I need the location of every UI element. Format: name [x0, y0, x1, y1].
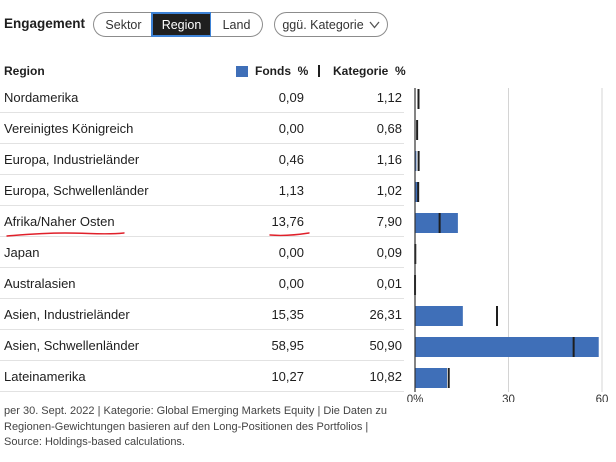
fonds-value: 58,95	[271, 338, 304, 353]
fonds-bar	[415, 151, 417, 171]
row-divider	[0, 329, 404, 330]
chevron-down-icon	[369, 21, 380, 29]
table-row: Europa, Industrieländer 0,46 1,16	[0, 144, 616, 175]
region-name: Asien, Schwellenländer	[4, 338, 140, 353]
region-table: Nordamerika 0,09 1,12 Vereinigtes Königreic…	[0, 82, 616, 392]
fonds-bar	[415, 213, 458, 233]
x-tick-label: 60	[596, 394, 609, 402]
legend-swatch-kategorie	[318, 65, 320, 77]
row-divider	[0, 174, 404, 175]
table-row: Australasien 0,00 0,01	[0, 268, 616, 299]
table-row: Afrika/Naher Osten 13,76 7,90	[0, 206, 616, 237]
tab-region[interactable]: Region	[151, 12, 212, 37]
region-name: Japan	[4, 245, 40, 260]
toolbar: Engagement Sektor Region Land ggü. Kateg…	[0, 0, 616, 50]
region-name: Europa, Industrieländer	[4, 152, 140, 167]
fonds-value: 13,76	[271, 214, 304, 229]
kategorie-value: 1,16	[376, 152, 402, 167]
row-divider	[0, 267, 404, 268]
category-dropdown[interactable]: ggü. Kategorie	[274, 12, 388, 37]
kategorie-value: 1,02	[376, 183, 402, 198]
fonds-bar	[415, 182, 419, 202]
x-tick-label: 30	[502, 394, 515, 402]
exposure-bar-chart: 0% 30 60	[407, 88, 609, 402]
kategorie-value: 10,82	[369, 369, 402, 384]
column-header-fonds: Fonds %	[236, 60, 308, 82]
row-divider	[0, 298, 404, 299]
region-name: Europa, Schwellenländer	[4, 183, 149, 198]
region-name: Vereinigtes Königreich	[4, 121, 134, 136]
column-header-kategorie: Kategorie %	[318, 60, 406, 82]
kategorie-value: 50,90	[369, 338, 402, 353]
region-name: Lateinamerika	[4, 369, 86, 384]
table-row: Asien, Schwellenländer 58,95 50,90	[0, 330, 616, 361]
legend-label-kategorie: Kategorie %	[333, 64, 406, 78]
row-divider	[0, 236, 404, 237]
table-row: Asien, Industrieländer 15,35 26,31	[0, 299, 616, 330]
kategorie-value: 0,01	[376, 276, 402, 291]
row-divider	[0, 143, 404, 144]
fonds-value: 0,00	[278, 276, 304, 291]
table-row: Vereinigtes Königreich 0,00 0,68	[0, 113, 616, 144]
region-name: Australasien	[4, 276, 76, 291]
tab-land[interactable]: Land	[211, 12, 263, 37]
kategorie-value: 0,68	[376, 121, 402, 136]
kategorie-value: 0,09	[376, 245, 402, 260]
fonds-value: 0,00	[278, 245, 304, 260]
footnote-line: Regionen-Gewichtungen basieren auf den L…	[4, 420, 369, 433]
row-divider	[0, 360, 404, 361]
kategorie-value: 7,90	[376, 214, 402, 229]
region-name: Afrika/Naher Osten	[4, 214, 115, 229]
kategorie-value: 26,31	[369, 307, 402, 322]
fonds-value: 0,09	[278, 90, 304, 105]
fonds-value: 10,27	[271, 369, 304, 384]
footnote-line: Source: Holdings-based calculations.	[4, 436, 185, 448]
row-divider	[0, 112, 404, 113]
row-divider	[0, 391, 404, 392]
fonds-value: 0,00	[278, 121, 304, 136]
footnote: per 30. Sept. 2022 | Kategorie: Global E…	[4, 404, 394, 451]
fonds-value: 15,35	[271, 307, 304, 322]
region-name: Nordamerika	[4, 90, 79, 105]
tab-sektor[interactable]: Sektor	[93, 12, 153, 37]
fonds-bar	[415, 306, 463, 326]
table-row: Japan 0,00 0,09	[0, 237, 616, 268]
column-header-region: Region	[4, 64, 45, 78]
region-name: Asien, Industrieländer	[4, 307, 130, 322]
fonds-bar	[415, 368, 448, 388]
kategorie-value: 1,12	[376, 90, 402, 105]
row-divider	[0, 205, 404, 206]
fonds-value: 0,46	[278, 152, 304, 167]
footnote-line: per 30. Sept. 2022 | Kategorie: Global E…	[4, 405, 387, 417]
table-row: Europa, Schwellenländer 1,13 1,02	[0, 175, 616, 206]
x-tick-label: 0%	[407, 394, 424, 402]
category-dropdown-label: ggü. Kategorie	[282, 17, 364, 32]
fonds-value: 1,13	[278, 183, 304, 198]
legend-label-fonds: Fonds %	[255, 64, 309, 78]
table-row: Lateinamerika 10,27 10,82	[0, 361, 616, 392]
section-title: Engagement	[4, 16, 86, 31]
table-row: Nordamerika 0,09 1,12	[0, 82, 616, 113]
legend-swatch-fonds	[236, 65, 248, 77]
fonds-bar	[415, 337, 599, 357]
